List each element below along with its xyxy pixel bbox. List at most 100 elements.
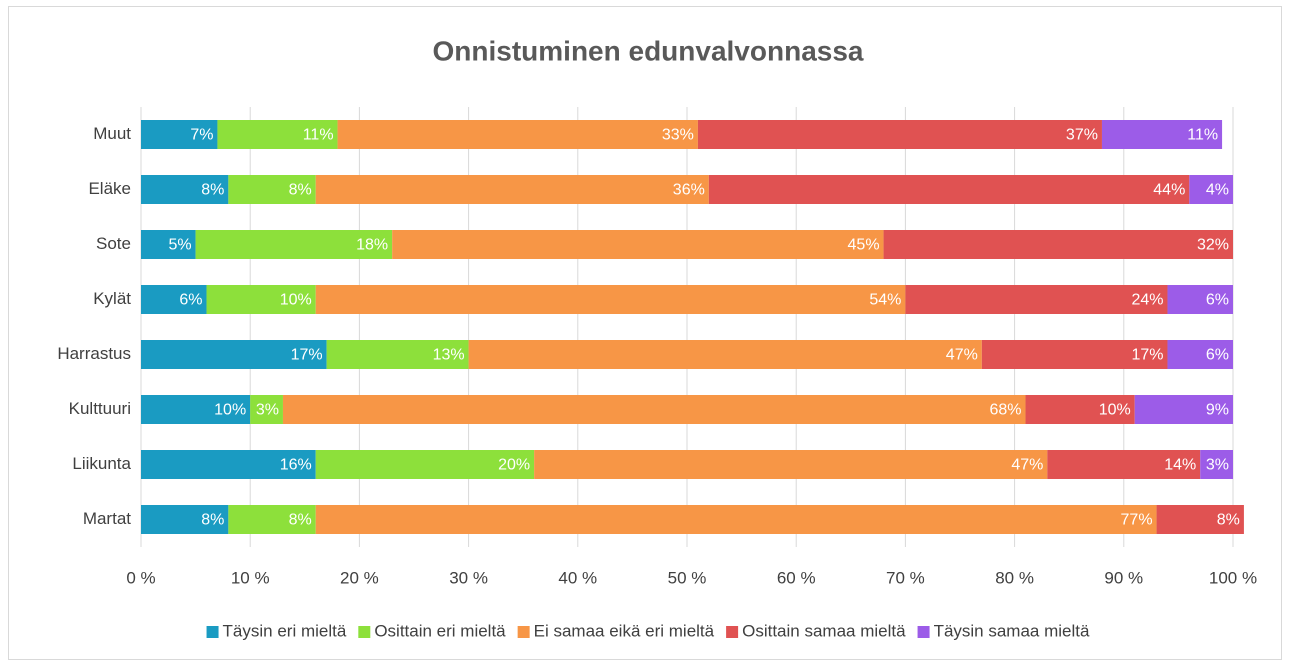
y-tick-label: Liikunta: [72, 454, 131, 473]
bar-segment: [1101, 120, 1223, 149]
bar-segment: [315, 285, 906, 314]
data-label: 10%: [280, 292, 312, 309]
chart-title: Onnistuminen edunvalvonnassa: [433, 35, 864, 66]
x-tick-label: 0 %: [126, 568, 155, 587]
data-label: 45%: [848, 237, 880, 254]
bar-segment: [315, 450, 535, 479]
bar-segment: [1200, 450, 1233, 479]
data-label: 47%: [1011, 457, 1043, 474]
x-tick-label: 80 %: [995, 568, 1034, 587]
data-label: 11%: [1187, 127, 1218, 144]
bar-segment: [697, 120, 1102, 149]
bar-segment: [141, 120, 218, 149]
data-label: 24%: [1131, 292, 1163, 309]
bar-segment: [981, 340, 1168, 369]
data-label: 8%: [289, 512, 312, 529]
bar-segment: [228, 505, 316, 534]
data-label: 8%: [201, 512, 224, 529]
bar-segment: [282, 395, 1026, 424]
y-tick-label: Eläke: [88, 179, 131, 198]
x-tick-label: 30 %: [449, 568, 488, 587]
bar-segment: [337, 120, 698, 149]
data-label: 5%: [168, 237, 191, 254]
bar-segment: [141, 340, 327, 369]
y-tick-label: Kulttuuri: [69, 399, 131, 418]
data-label: 37%: [1066, 127, 1098, 144]
bar-segment: [1156, 505, 1244, 534]
data-label: 77%: [1121, 512, 1153, 529]
bar-segment: [250, 395, 283, 424]
x-tick-label: 60 %: [777, 568, 816, 587]
bar-segment: [1189, 175, 1233, 204]
data-label: 14%: [1164, 457, 1196, 474]
data-label: 36%: [673, 182, 705, 199]
data-label: 32%: [1197, 237, 1229, 254]
data-label: 6%: [1206, 292, 1229, 309]
data-label: 4%: [1206, 182, 1229, 199]
data-label: 11%: [303, 127, 334, 144]
bar-segment: [217, 120, 338, 149]
data-label: 8%: [201, 182, 224, 199]
data-label: 20%: [498, 457, 530, 474]
bar-segment: [708, 175, 1190, 204]
x-tick-label: 100 %: [1209, 568, 1257, 587]
legend-swatch: [726, 626, 739, 638]
bar-segment: [141, 450, 316, 479]
data-label: 10%: [214, 402, 246, 419]
bar-segment: [141, 505, 229, 534]
data-label: 6%: [1206, 347, 1229, 364]
bar-segment: [1025, 395, 1135, 424]
data-label: 18%: [356, 237, 388, 254]
data-label: 7%: [190, 127, 213, 144]
bar-segment: [141, 230, 196, 259]
bar-segment: [1134, 395, 1233, 424]
data-label: 6%: [179, 292, 202, 309]
bar-segment: [534, 450, 1048, 479]
data-label: 17%: [291, 347, 323, 364]
data-label: 17%: [1131, 347, 1163, 364]
bar-segment: [195, 230, 393, 259]
legend-swatch: [206, 626, 219, 638]
bar-segment: [141, 395, 251, 424]
data-label: 13%: [433, 347, 465, 364]
x-tick-label: 40 %: [558, 568, 597, 587]
bar-segment: [315, 175, 709, 204]
data-label: 3%: [1206, 457, 1229, 474]
data-label: 16%: [280, 457, 312, 474]
x-tick-label: 70 %: [886, 568, 925, 587]
y-tick-label: Harrastus: [57, 344, 131, 363]
bar-segment: [206, 285, 316, 314]
legend-swatch: [358, 626, 371, 638]
x-tick-label: 50 %: [668, 568, 707, 587]
data-label: 68%: [989, 402, 1021, 419]
data-label: 54%: [869, 292, 901, 309]
legend-swatch: [517, 626, 530, 638]
data-label: 8%: [1217, 512, 1240, 529]
legend-label: Osittain samaa mieltä: [742, 621, 906, 640]
legend-label: Täysin samaa mieltä: [934, 621, 1090, 640]
y-tick-label: Sote: [96, 234, 131, 253]
bar-segment: [141, 175, 229, 204]
x-tick-label: 20 %: [340, 568, 379, 587]
legend-label: Täysin eri mieltä: [223, 621, 347, 640]
bar-segment: [326, 340, 469, 369]
y-tick-label: Muut: [93, 124, 131, 143]
bar-segment: [315, 505, 1157, 534]
bar-segment: [392, 230, 884, 259]
bar-segment: [1167, 285, 1233, 314]
data-label: 10%: [1099, 402, 1131, 419]
bar-segment: [1167, 340, 1233, 369]
x-tick-label: 10 %: [231, 568, 270, 587]
bar-segment: [905, 285, 1168, 314]
data-label: 3%: [256, 402, 279, 419]
chart-border: [8, 6, 1282, 660]
data-label: 47%: [946, 347, 978, 364]
y-tick-label: Kylät: [93, 289, 131, 308]
data-label: 9%: [1206, 402, 1229, 419]
bar-segment: [141, 285, 207, 314]
legend-label: Ei samaa eikä eri mieltä: [534, 621, 715, 640]
y-tick-label: Martat: [83, 509, 131, 528]
data-label: 44%: [1153, 182, 1185, 199]
bar-segment: [228, 175, 316, 204]
